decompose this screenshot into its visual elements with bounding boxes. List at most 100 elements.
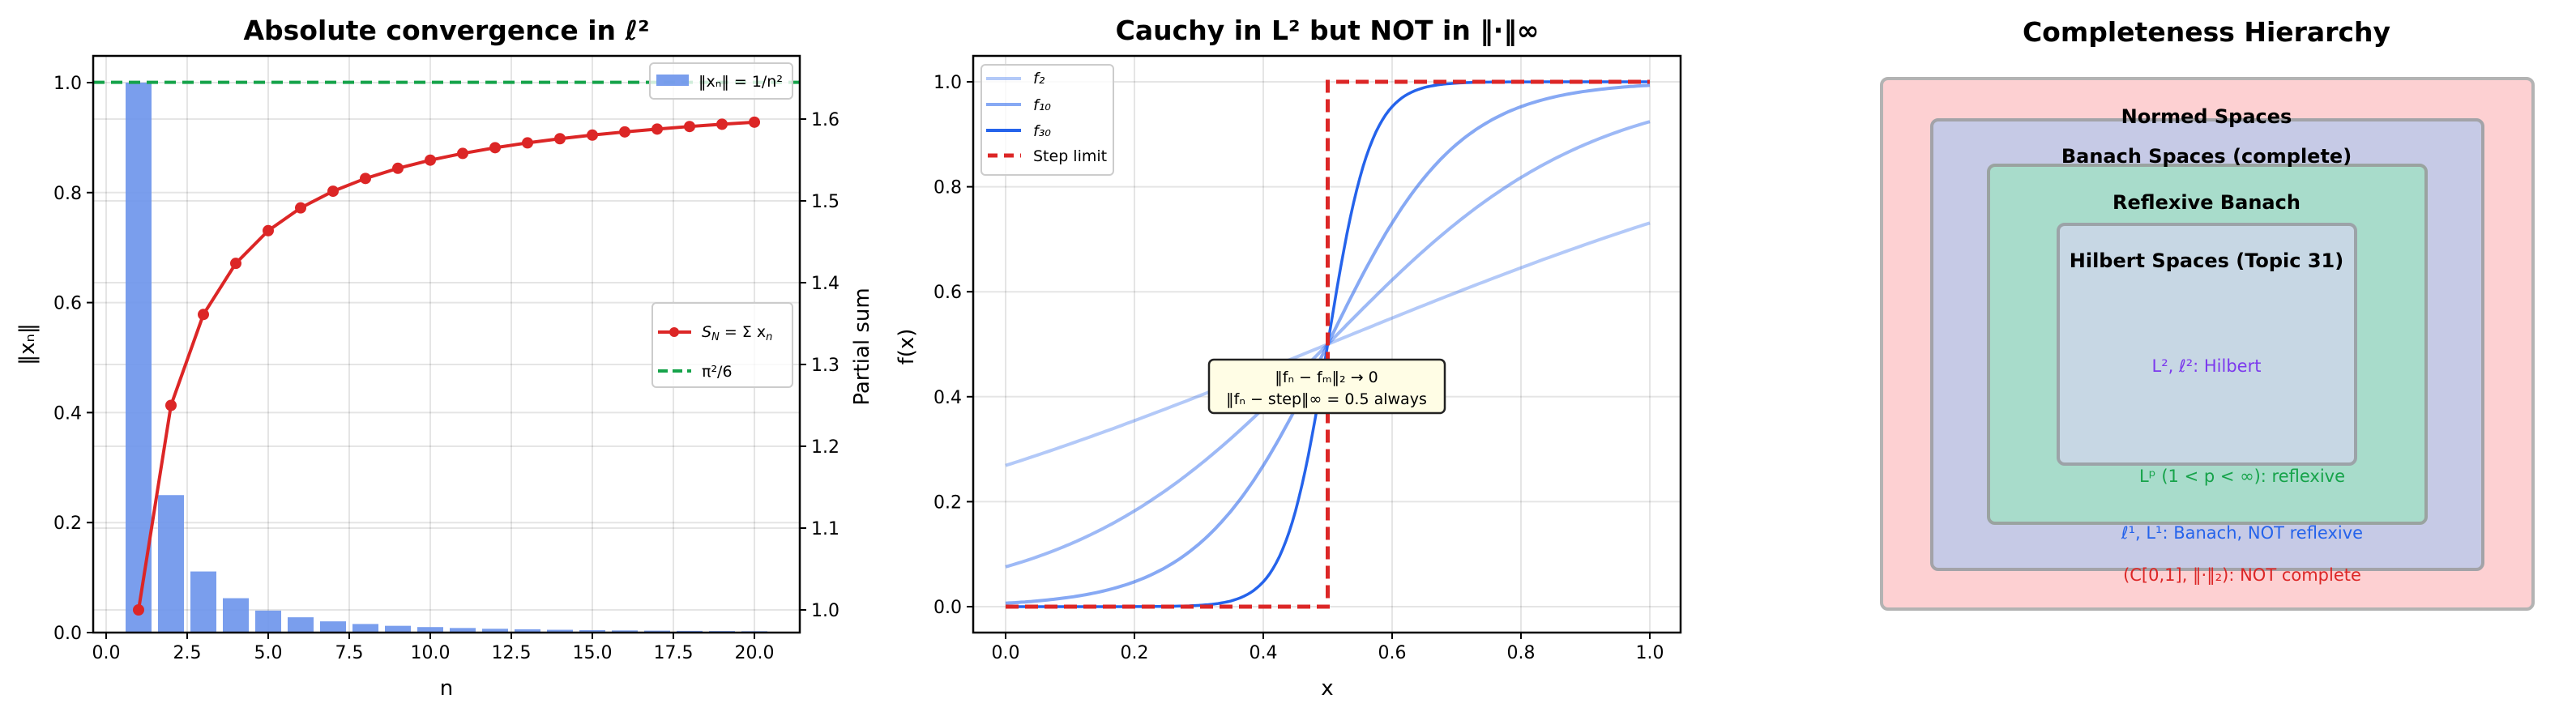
data-point (133, 604, 144, 616)
bar (612, 630, 638, 633)
data-point (327, 185, 339, 198)
y-right-tick-label: 1.6 (811, 110, 839, 130)
normed-label: (C[0,1], ‖·‖₂): NOT complete (2123, 565, 2361, 586)
chart1-legend-lines: SN = Σ xn π²/6 (651, 302, 793, 388)
bar (385, 625, 411, 633)
y-tick-label: 1.0 (933, 73, 962, 93)
panel-absolute-convergence: Absolute convergence in ℓ² 0.0 2.5 5.0 7.5 1… (15, 15, 874, 701)
annotation-line1: ‖fₙ − fₘ‖₂ → 0 (1275, 369, 1378, 386)
y-tick-label: 0.0 (53, 624, 82, 644)
normed-spaces-title: Normed Spaces (2121, 105, 2292, 128)
y-right-tick-label: 1.2 (811, 437, 839, 458)
data-point (198, 309, 209, 321)
chart1-partial-sum-line (133, 116, 760, 616)
y-right-tick-label: 1.3 (811, 356, 839, 376)
bar (417, 627, 443, 633)
y-tick-label: 0.6 (933, 283, 962, 303)
annotation-line2: ‖fₙ − step‖∞ = 0.5 always (1226, 390, 1427, 408)
data-point (749, 116, 760, 128)
chart2-title: Cauchy in L² but NOT in ‖·‖∞ (1116, 15, 1540, 46)
chart1-ylabel-right: Partial sum (850, 288, 874, 405)
bar (223, 598, 249, 633)
y-tick-label: 0.8 (933, 178, 962, 198)
chart1-frame (92, 54, 801, 634)
chart1-title: Absolute convergence in ℓ² (243, 15, 649, 46)
chart2-step-limit (1006, 79, 1650, 609)
y-tick-label: 0.8 (53, 184, 82, 204)
bar (158, 495, 184, 633)
bar (579, 630, 605, 633)
chart1-legend-bars: ‖xₙ‖ = 1/n² (649, 62, 793, 100)
chart1-bars (126, 83, 767, 633)
legend-f30-label: f₃₀ (1033, 122, 1051, 140)
box-hilbert-spaces (2057, 223, 2357, 466)
banach-label: ℓ¹, L¹: Banach, NOT reflexive (2121, 523, 2363, 543)
diagram-title: Completeness Hierarchy (2023, 16, 2390, 48)
data-point (716, 118, 728, 130)
legend-marker-icon (669, 327, 679, 337)
x-tick-label: 10.0 (411, 643, 451, 663)
chart2-x-ticks: 0.0 0.2 0.4 0.6 0.8 1.0 (992, 633, 1664, 663)
y-tick-label: 0.4 (933, 388, 962, 408)
reflexive-label: Lᵖ (1 < p < ∞): reflexive (2139, 467, 2345, 486)
x-tick-label: 0.6 (1378, 643, 1407, 663)
bar (288, 617, 314, 633)
x-tick-label: 0.0 (92, 643, 121, 663)
y-right-tick-label: 1.5 (811, 192, 839, 212)
x-tick-label: 15.0 (573, 643, 613, 663)
data-point (651, 123, 663, 135)
chart1-x-ticks: 0.0 2.5 5.0 7.5 10.0 12.5 15.0 17.5 20.0 (92, 633, 774, 663)
legend-step-label: Step limit (1033, 147, 1107, 165)
data-point (230, 258, 241, 270)
data-point (587, 129, 598, 141)
legend-f2-label: f₂ (1033, 70, 1045, 87)
legend-f10-label: f₁₀ (1033, 96, 1051, 114)
data-point (165, 399, 177, 411)
y-tick-label: 0.2 (53, 514, 82, 534)
data-point (489, 142, 501, 154)
data-point (425, 154, 436, 166)
data-point (522, 137, 533, 149)
data-point (619, 126, 630, 138)
bar (547, 629, 573, 633)
chart2-xlabel: x (1321, 676, 1333, 701)
hilbert-label: L², ℓ²: Hilbert (2152, 356, 2262, 376)
bar (190, 571, 216, 633)
chart2-y-ticks: 0.0 0.2 0.4 0.6 0.8 1.0 (933, 73, 973, 618)
y-right-tick-label: 1.1 (811, 519, 839, 539)
bar (352, 624, 378, 633)
bar (515, 629, 540, 633)
bar (450, 628, 476, 633)
chart2-annotation: ‖fₙ − fₘ‖₂ → 0 ‖fₙ − step‖∞ = 0.5 always (1207, 358, 1446, 415)
y-tick-label: 0.4 (53, 403, 82, 424)
hilbert-spaces-title: Hilbert Spaces (Topic 31) (2070, 249, 2343, 272)
chart2-frame (972, 54, 1682, 634)
data-point (554, 133, 566, 145)
chart1-ylabel: ‖xₙ‖ (15, 323, 40, 365)
x-tick-label: 7.5 (335, 643, 364, 663)
y-right-tick-label: 1.0 (811, 601, 839, 621)
data-point (392, 162, 404, 174)
reflexive-banach-title: Reflexive Banach (2112, 191, 2300, 214)
x-tick-label: 0.4 (1250, 643, 1278, 663)
y-right-tick-label: 1.4 (811, 274, 839, 294)
y-tick-label: 1.0 (53, 74, 82, 94)
chart1-xlabel: n (440, 676, 453, 701)
panel-cauchy-sequence: Cauchy in L² but NOT in ‖·‖∞ 0.0 0.2 0.4 0.… (895, 15, 1682, 701)
data-point (684, 121, 695, 133)
legend-bar-swatch (656, 75, 689, 86)
bar (320, 621, 346, 633)
bar (482, 629, 508, 633)
chart2-ylabel: f(x) (895, 329, 919, 365)
chart2-legend: f₂ f₁₀ f₃₀ Step limit (980, 64, 1114, 176)
chart1-y-ticks: 0.0 0.2 0.4 0.6 0.8 1.0 (53, 74, 93, 644)
legend-pi-label: π²/6 (702, 363, 733, 381)
data-point (360, 173, 371, 185)
y-tick-label: 0.6 (53, 294, 82, 314)
panel-completeness-hierarchy: Completeness Hierarchy Normed Spaces Ban… (1880, 16, 2535, 611)
x-tick-label: 1.0 (1636, 643, 1664, 663)
x-tick-label: 5.0 (254, 643, 283, 663)
chart1-y-ticks-right: 1.0 1.1 1.2 1.3 1.4 1.5 1.6 (800, 110, 839, 621)
bar (255, 610, 281, 633)
